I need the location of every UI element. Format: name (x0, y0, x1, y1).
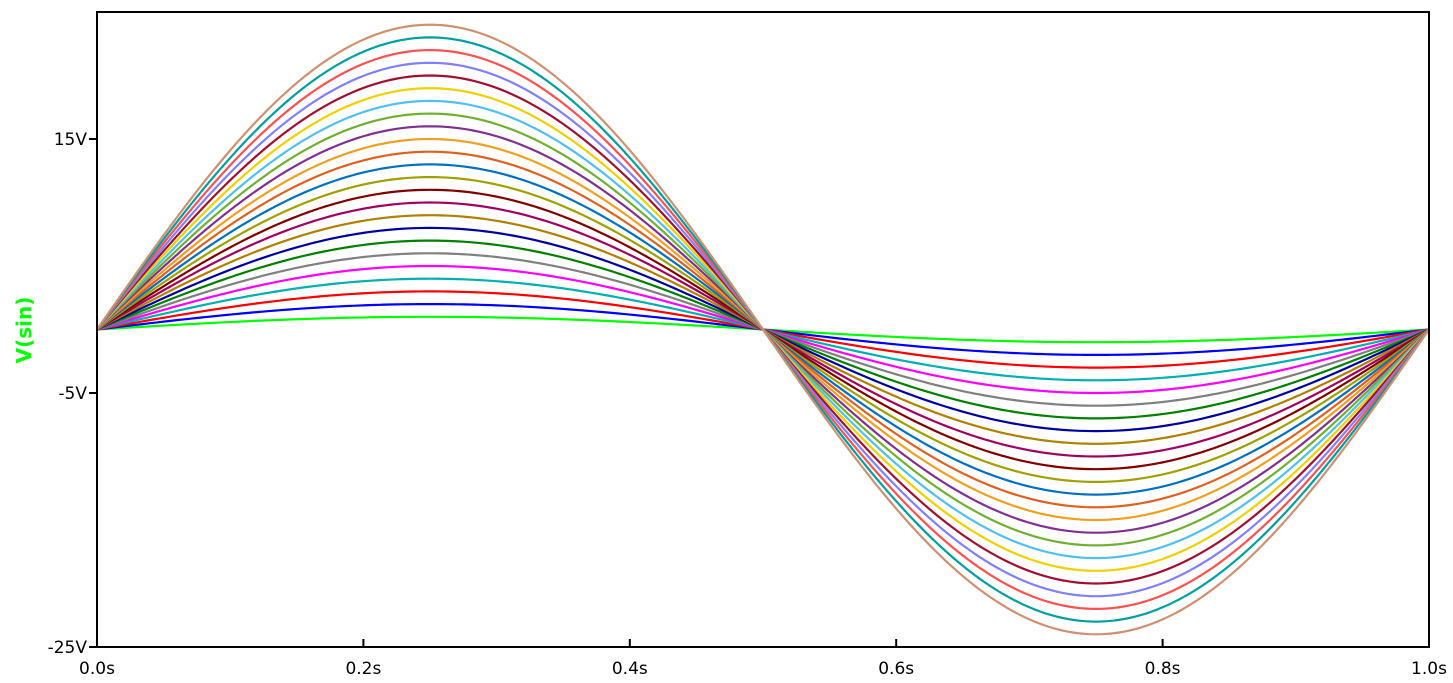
x-axis-ticks: 0.0s 0.2s 0.4s 0.6s 0.8s 1.0s (79, 639, 1447, 679)
series-curves (96, 23, 1430, 636)
plot-frame (96, 11, 1430, 648)
x-tick-label: 0.6s (878, 659, 914, 679)
y-axis-title: V(sin) (12, 297, 36, 364)
y-tick-label: -25V (48, 638, 88, 658)
y-tick-label: 15V (54, 130, 88, 150)
x-tick-label: 0.4s (612, 659, 648, 679)
series-line-24 (96, 23, 1430, 636)
y-axis-ticks: 15V -5V -25V (48, 130, 97, 658)
x-tick-label: 0.2s (345, 659, 381, 679)
x-tick-label: 0.0s (79, 659, 115, 679)
x-tick-label: 0.8s (1145, 659, 1181, 679)
y-tick-label: -5V (58, 384, 87, 404)
x-tick-label: 1.0s (1411, 659, 1447, 679)
